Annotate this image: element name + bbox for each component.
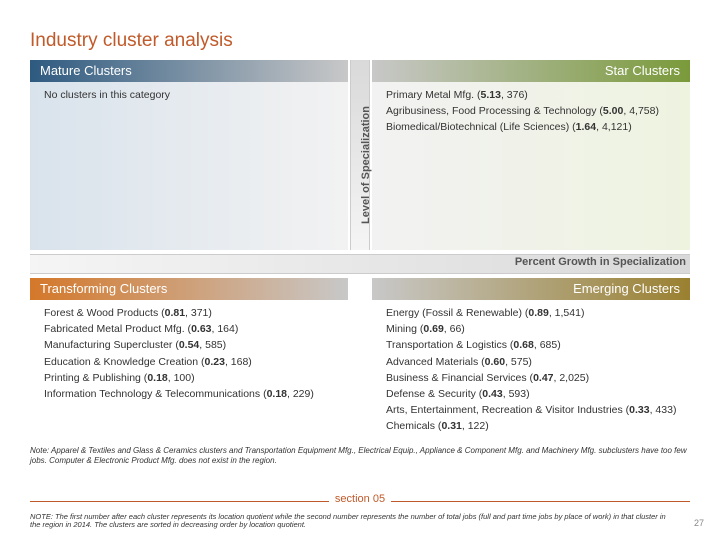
cluster-item: Advanced Materials (0.60, 575) [386,355,680,369]
transforming-body: Forest & Wood Products (0.81, 371) Fabric… [30,300,348,407]
cluster-item: Biomedical/Biotechnical (Life Sciences) … [386,120,680,134]
footnote-method: NOTE: The first number after each cluste… [30,513,670,530]
star-header: Star Clusters [372,60,690,82]
cluster-item: Printing & Publishing (0.18, 100) [44,371,338,385]
cluster-item: No clusters in this category [44,88,338,102]
x-axis-label: Percent Growth in Specialization [515,256,686,268]
cluster-item: Forest & Wood Products (0.81, 371) [44,306,338,320]
transforming-header: Transforming Clusters [30,278,348,300]
cluster-item: Transportation & Logistics (0.68, 685) [386,338,680,352]
cluster-item: Primary Metal Mfg. (5.13, 376) [386,88,680,102]
cluster-item: Arts, Entertainment, Recreation & Visito… [386,403,680,417]
cluster-item: Energy (Fossil & Renewable) (0.89, 1,541… [386,306,680,320]
y-axis-label: Level of Specialization [360,90,372,240]
cluster-item: Defense & Security (0.43, 593) [386,387,680,401]
quadrant-star: Star Clusters Primary Metal Mfg. (5.13, … [372,60,690,250]
quadrant-transforming: Transforming Clusters Forest & Wood Prod… [30,278,348,440]
page-title: Industry cluster analysis [30,30,690,52]
emerging-body: Energy (Fossil & Renewable) (0.89, 1,541… [372,300,690,439]
mature-body: No clusters in this category [30,82,348,250]
cluster-item: Business & Financial Services (0.47, 2,0… [386,371,680,385]
cluster-item: Fabricated Metal Product Mfg. (0.63, 164… [44,322,338,336]
cluster-item: Mining (0.69, 66) [386,322,680,336]
emerging-header: Emerging Clusters [372,278,690,300]
cluster-item: Chemicals (0.31, 122) [386,419,680,433]
quadrant-mature: Mature Clusters No clusters in this cate… [30,60,348,250]
cluster-item: Education & Knowledge Creation (0.23, 16… [44,355,338,369]
cluster-item: Manufacturing Supercluster (0.54, 585) [44,338,338,352]
cluster-item: Information Technology & Telecommunicati… [44,387,338,401]
mature-header: Mature Clusters [30,60,348,82]
cluster-matrix: Level of Specialization Percent Growth i… [30,60,690,440]
section-label: section 05 [329,493,391,505]
cluster-item: Agribusiness, Food Processing & Technolo… [386,104,680,118]
star-body: Primary Metal Mfg. (5.13, 376) Agribusine… [372,82,690,250]
page-number: 27 [694,518,704,528]
footnote-clusters-excluded: Note: Apparel & Textiles and Glass & Cer… [30,446,690,465]
quadrant-emerging: Emerging Clusters Energy (Fossil & Renew… [372,278,690,440]
